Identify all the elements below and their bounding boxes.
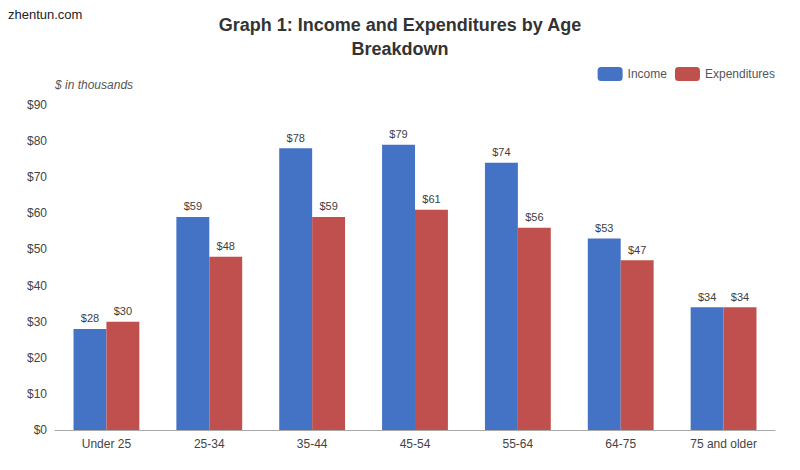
svg-text:25-34: 25-34	[194, 437, 225, 451]
svg-text:$48: $48	[217, 240, 235, 252]
svg-text:55-64: 55-64	[503, 437, 534, 451]
svg-text:$10: $10	[27, 387, 47, 401]
svg-text:$59: $59	[184, 200, 202, 212]
svg-text:zhentun.com: zhentun.com	[8, 7, 82, 22]
svg-text:$80: $80	[27, 134, 47, 148]
svg-text:Breakdown: Breakdown	[351, 39, 448, 59]
svg-text:$47: $47	[628, 244, 646, 256]
svg-text:$ in thousands: $ in thousands	[54, 78, 133, 92]
svg-text:$61: $61	[422, 193, 440, 205]
svg-text:35-44: 35-44	[297, 437, 328, 451]
svg-text:$0: $0	[34, 423, 48, 437]
svg-text:$74: $74	[492, 146, 510, 158]
svg-text:$28: $28	[81, 312, 99, 324]
svg-text:$34: $34	[731, 291, 749, 303]
svg-text:$56: $56	[525, 211, 543, 223]
svg-text:$59: $59	[319, 200, 337, 212]
svg-text:Expenditures: Expenditures	[705, 67, 775, 81]
svg-text:$60: $60	[27, 206, 47, 220]
svg-text:$53: $53	[595, 222, 613, 234]
svg-text:$30: $30	[27, 315, 47, 329]
svg-text:$30: $30	[114, 305, 132, 317]
svg-text:$70: $70	[27, 170, 47, 184]
svg-text:$40: $40	[27, 279, 47, 293]
svg-text:Under 25: Under 25	[82, 437, 132, 451]
svg-text:$20: $20	[27, 351, 47, 365]
svg-text:75 and older: 75 and older	[690, 437, 757, 451]
svg-text:$34: $34	[698, 291, 716, 303]
svg-text:Income: Income	[628, 67, 668, 81]
svg-text:45-54: 45-54	[400, 437, 431, 451]
svg-text:Graph 1: Income and Expenditur: Graph 1: Income and Expenditures by Age	[219, 15, 581, 35]
svg-text:64-75: 64-75	[605, 437, 636, 451]
svg-text:$50: $50	[27, 242, 47, 256]
svg-text:$79: $79	[389, 128, 407, 140]
svg-text:$90: $90	[27, 98, 47, 112]
svg-text:$78: $78	[287, 132, 305, 144]
